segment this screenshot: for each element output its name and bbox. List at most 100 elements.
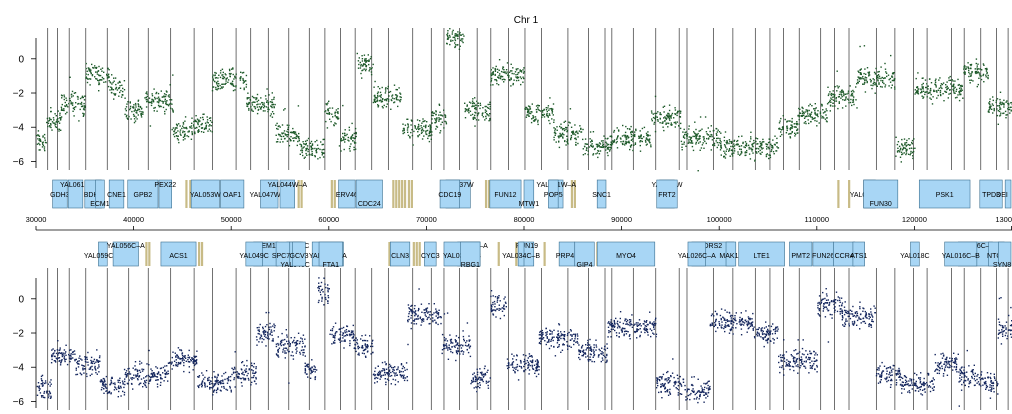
top-point — [537, 107, 539, 109]
bottom-point — [213, 371, 215, 373]
top-point — [243, 88, 245, 91]
bottom-point — [188, 366, 190, 368]
top-point — [957, 94, 959, 96]
top-point — [62, 109, 64, 111]
bottom-point — [188, 356, 191, 358]
bottom-point — [455, 350, 458, 352]
top-point — [290, 136, 292, 138]
top-point — [370, 68, 372, 70]
top-point — [435, 125, 438, 128]
top-point — [207, 122, 209, 124]
top-point — [991, 103, 994, 105]
bottom-point — [160, 367, 163, 369]
top-point — [491, 72, 493, 74]
bottom-point — [535, 375, 538, 378]
top-point — [449, 43, 451, 46]
top-point — [968, 75, 970, 78]
bottom-point — [435, 321, 437, 324]
top-point — [229, 69, 231, 72]
top-point — [848, 102, 850, 104]
top-point — [776, 137, 778, 140]
top-point — [992, 99, 994, 102]
bottom-point — [476, 368, 478, 370]
top-point — [955, 88, 958, 91]
bottom-point — [461, 350, 463, 352]
top-point — [989, 106, 991, 108]
top-point — [133, 104, 135, 106]
gene-label: POP5 — [544, 192, 563, 199]
top-point — [201, 122, 203, 125]
bottom-point — [277, 349, 279, 351]
bottom-point — [528, 355, 531, 358]
top-point — [704, 116, 707, 118]
top-point — [399, 93, 402, 95]
top-point — [910, 147, 913, 149]
top-point — [982, 63, 985, 65]
top-point — [242, 77, 244, 80]
top-point — [321, 149, 323, 151]
gene-box — [738, 241, 785, 267]
top-point — [559, 134, 562, 136]
top-point — [719, 149, 722, 151]
top-point — [821, 117, 823, 119]
top-point — [152, 99, 155, 101]
bottom-point — [456, 344, 459, 346]
bottom-point — [84, 360, 87, 363]
gene-label: FUN19 — [516, 243, 538, 250]
bottom-point — [377, 374, 379, 376]
bottom-point — [98, 356, 101, 359]
top-point — [297, 105, 300, 107]
top-point — [750, 136, 752, 138]
top-point — [429, 127, 431, 129]
bottom-point — [417, 318, 419, 320]
top-point — [75, 106, 77, 108]
top-point — [133, 121, 136, 124]
bottom-point — [148, 380, 151, 382]
bottom-point — [212, 385, 215, 387]
bottom-vertical-markers — [47, 268, 1009, 410]
top-point — [349, 145, 351, 148]
top-point — [724, 157, 727, 159]
top-point — [92, 66, 94, 69]
top-point — [177, 139, 180, 141]
top-point — [993, 109, 995, 112]
top-point — [754, 160, 756, 162]
bottom-point — [414, 318, 416, 320]
bottom-point — [417, 309, 419, 312]
bottom-point — [98, 364, 100, 366]
top-point — [497, 84, 500, 86]
top-point — [740, 145, 743, 147]
top-point — [130, 118, 132, 120]
top-point — [114, 94, 116, 96]
bottom-point — [104, 385, 106, 387]
x-tick-label: 30000 — [26, 215, 47, 224]
bottom-point — [48, 393, 50, 395]
top-point — [752, 146, 754, 148]
top-point — [132, 106, 135, 108]
gene-box — [910, 241, 920, 267]
top-point — [162, 96, 164, 98]
top-point — [598, 142, 601, 144]
top-point — [701, 128, 703, 130]
bottom-point — [41, 396, 43, 398]
top-point — [728, 148, 731, 150]
gene-label: YAL056C–A — [107, 243, 145, 250]
top-point — [90, 72, 92, 74]
top-point — [809, 103, 811, 105]
top-point — [182, 131, 184, 134]
bottom-point — [137, 372, 139, 375]
top-ytick-label: −6 — [13, 157, 25, 168]
top-point — [835, 100, 838, 102]
bottom-point — [294, 344, 297, 347]
bottom-point — [105, 390, 107, 392]
top-point — [503, 78, 505, 80]
top-point — [610, 147, 612, 149]
bottom-point — [392, 370, 394, 373]
top-point — [63, 96, 66, 98]
top-point — [117, 82, 119, 84]
top-point — [535, 105, 538, 107]
bottom-point — [243, 374, 245, 376]
bottom-point — [108, 390, 111, 393]
top-point — [451, 31, 454, 33]
top-point — [205, 126, 207, 128]
